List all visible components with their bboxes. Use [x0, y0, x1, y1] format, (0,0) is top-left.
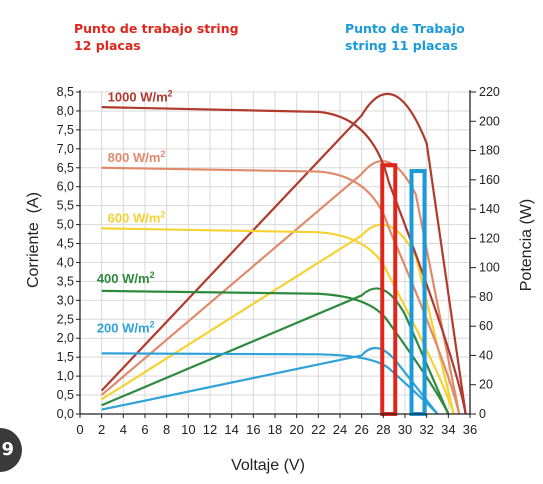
y2-axis-label: Potencia (W) — [518, 199, 535, 291]
page-badge: 9 — [0, 428, 22, 472]
x-tick-label: 34 — [441, 422, 455, 437]
x-tick-label: 30 — [398, 422, 412, 437]
y-axis-label: Corriente (A) — [25, 192, 42, 288]
curve-labels: 1000 W/m2 800 W/m2 600 W/m2 400 W/m2 200 W/m… — [97, 88, 173, 335]
x-tick-label: 8 — [163, 422, 170, 437]
y2-tick-label: 40 — [479, 348, 493, 362]
x-tick-label: 0 — [76, 422, 83, 437]
current-curve-4 — [101, 352, 439, 415]
y2-tick-label: 160 — [479, 173, 500, 187]
y-tick-label: 2,5 — [57, 312, 74, 326]
x-tick-label: 6 — [141, 422, 148, 437]
y-tick-label: 0,0 — [57, 407, 74, 421]
y-tick-label: 4,5 — [57, 237, 74, 251]
y-tick-label: 6,0 — [57, 180, 74, 194]
y2-tick-label: 20 — [479, 378, 493, 392]
y-tick-label: 5,0 — [57, 218, 74, 232]
y-tick-label: 1,0 — [57, 369, 74, 383]
y-tick-label: 3,5 — [57, 274, 74, 288]
x-tick-label: 20 — [289, 422, 303, 437]
current-curves — [101, 106, 467, 415]
x-tick-label: 12 — [203, 422, 217, 437]
curve-label-4: 200 W/m2 — [97, 319, 155, 335]
curve-label-0: 1000 W/m2 — [108, 88, 173, 104]
y2-tick-label: 60 — [479, 319, 493, 333]
y2-tick-label: 180 — [479, 144, 500, 158]
y-tick-label: 6,5 — [57, 161, 74, 175]
annotation-string-11: Punto de Trabajo string 11 placas — [345, 21, 465, 53]
y2-tick-label: 140 — [479, 202, 500, 216]
y2-tick-label: 220 — [479, 85, 500, 99]
annotation-string-12: Punto de trabajo string 12 placas — [74, 21, 239, 53]
x-tick-label: 22 — [311, 422, 325, 437]
current-curve-2 — [101, 227, 455, 415]
y2-tick-label: 80 — [479, 290, 493, 304]
y2-tick-label: 100 — [479, 261, 500, 275]
x-tick-label: 4 — [120, 422, 127, 437]
y2-tick-label: 120 — [479, 231, 500, 245]
y2-tick-labels: 0 20 40 60 80 100 120 140 160 180 200 220 — [470, 85, 500, 421]
y2-tick-label: 200 — [479, 114, 500, 128]
y-tick-label: 7,5 — [57, 123, 74, 137]
x-tick-label: 26 — [354, 422, 368, 437]
current-curve-3 — [101, 289, 450, 415]
x-tick-label: 14 — [224, 422, 238, 437]
x-tick-labels: 0 2 4 6 8 10 12 14 16 18 20 22 24 26 28 30 32 34 36 — [76, 414, 477, 437]
x-axis-label: Voltaje (V) — [231, 457, 305, 474]
x-tick-label: 28 — [376, 422, 390, 437]
y-tick-labels: 0,0 0,5 1,0 1,5 2,0 2,5 3,0 3,5 4,0 4,5 5,0 5,5 6,0 6… — [57, 85, 80, 421]
y-tick-label: 8,5 — [57, 85, 74, 99]
y-tick-label: 5,5 — [57, 199, 74, 213]
highlight-box-0 — [380, 163, 398, 416]
curve-label-2: 600 W/m2 — [108, 210, 166, 226]
curve-label-1: 800 W/m2 — [108, 149, 166, 165]
y-tick-label: 0,5 — [57, 388, 74, 402]
x-tick-label: 24 — [333, 422, 347, 437]
current-curve-1 — [101, 166, 461, 415]
x-tick-label: 10 — [181, 422, 195, 437]
x-tick-label: 36 — [463, 422, 477, 437]
x-tick-label: 16 — [246, 422, 260, 437]
y-tick-label: 8,0 — [57, 104, 74, 118]
badge-glyph: 9 — [1, 439, 14, 460]
power-curve-0 — [100, 92, 467, 415]
power-curve-1 — [100, 159, 461, 415]
y-tick-label: 7,0 — [57, 142, 74, 156]
x-tick-label: 32 — [419, 422, 433, 437]
x-tick-label: 18 — [268, 422, 282, 437]
power-curve-4 — [101, 346, 439, 415]
y-tick-label: 2,0 — [57, 331, 74, 345]
y-tick-label: 4,0 — [57, 255, 74, 269]
x-tick-label: 2 — [98, 422, 105, 437]
curve-label-3: 400 W/m2 — [97, 270, 155, 286]
y2-tick-label: 0 — [479, 407, 486, 421]
y-tick-label: 3,0 — [57, 293, 74, 307]
y-tick-label: 1,5 — [57, 350, 74, 364]
